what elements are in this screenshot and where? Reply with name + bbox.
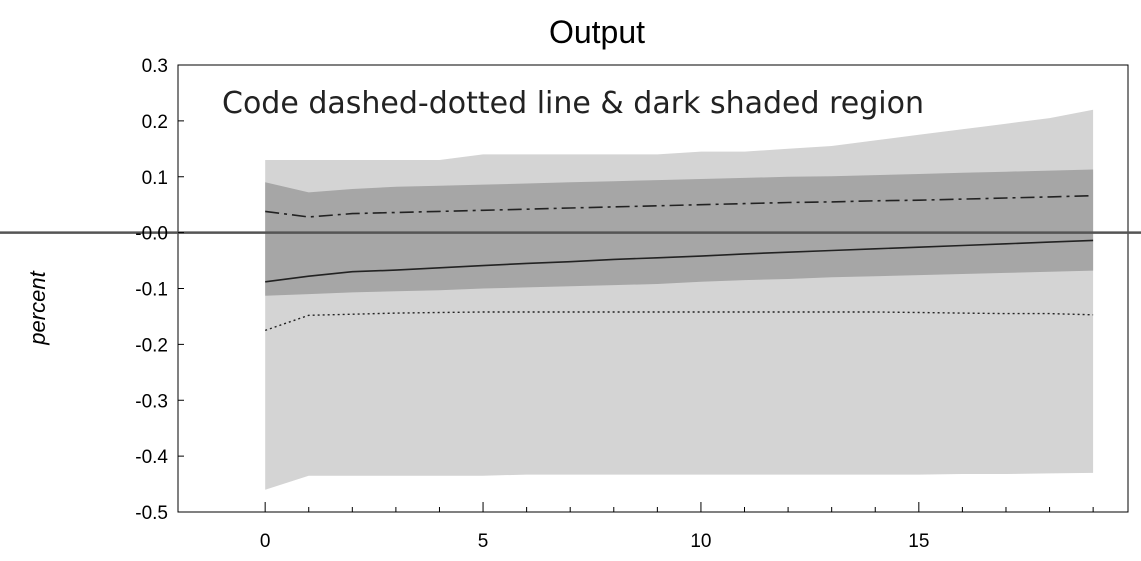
y-axis-label: percent	[25, 270, 50, 345]
bands-layer	[265, 109, 1094, 490]
y-tick-label: 0.1	[142, 168, 168, 189]
y-tick-label: -0.3	[135, 391, 168, 412]
y-tick-label: 0.3	[142, 56, 168, 77]
x-tick-label: 0	[260, 531, 271, 552]
y-tick-label: -0.1	[135, 280, 168, 301]
series-line-dotted	[264, 311, 1094, 332]
x-tick-label: 15	[908, 531, 929, 552]
y-tick-label: -0.2	[135, 335, 168, 356]
x-tick-label: 5	[478, 531, 489, 552]
band-light	[265, 109, 1094, 490]
series-line-solid	[265, 239, 1094, 283]
y-tick-label: -0.0	[135, 224, 168, 245]
axes-layer: 0.3 0.2 0.1 -0.0 -0.1 -0.2 -0.3 -0.4 -0.5 0 5 10 15	[135, 56, 1094, 552]
series-line-dash-dot	[265, 194, 1094, 218]
chart-annotation: Code dashed-dotted line & dark shaded re…	[222, 86, 924, 121]
y-tick-label: -0.4	[135, 447, 168, 468]
y-tick-label: 0.2	[142, 112, 168, 133]
x-tick-label: 10	[690, 531, 711, 552]
series-layer	[264, 194, 1094, 332]
y-tick-label: -0.5	[135, 503, 168, 524]
chart-title: Output	[549, 14, 645, 50]
